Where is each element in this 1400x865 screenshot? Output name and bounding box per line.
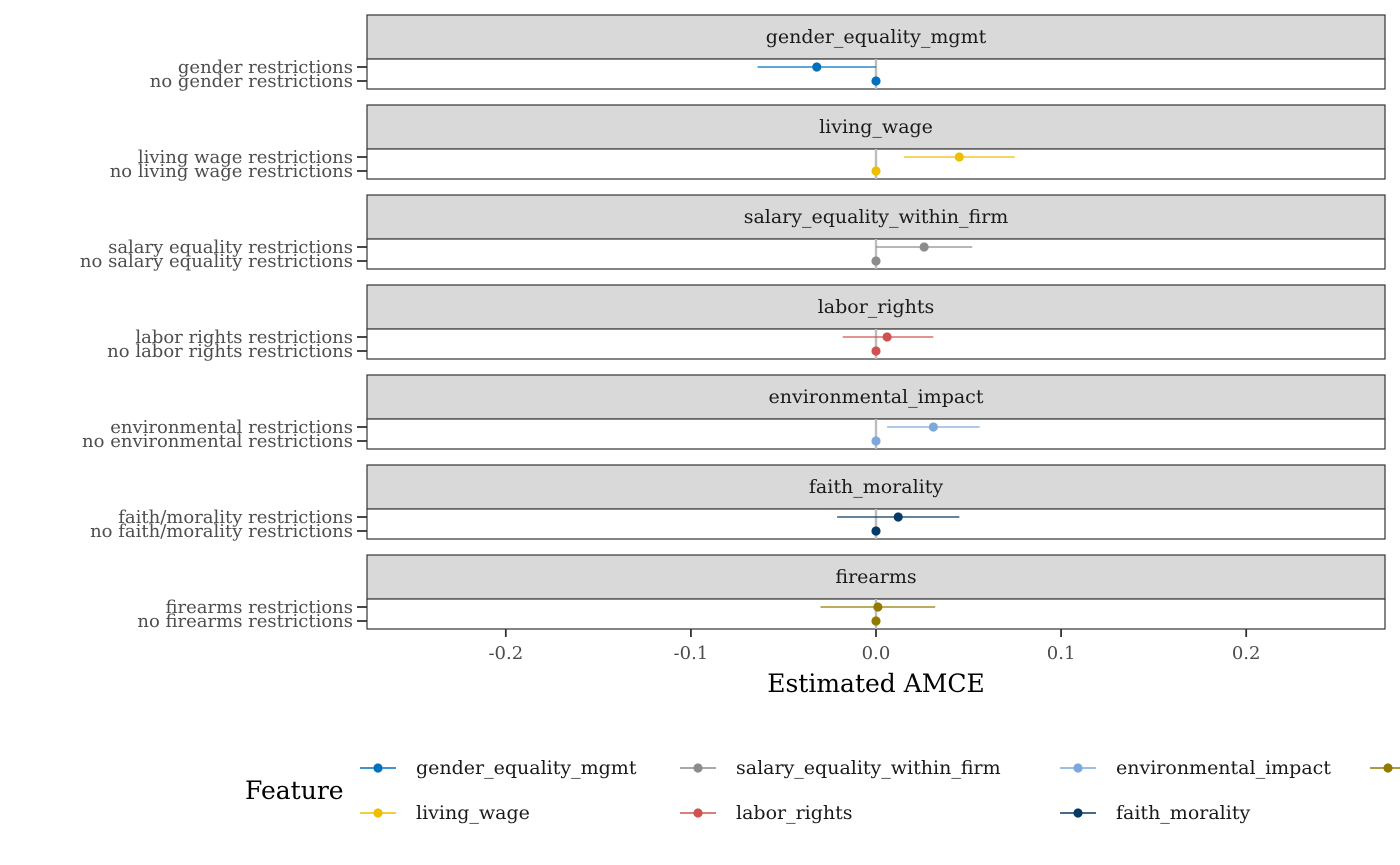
- estimate-point: [873, 602, 883, 612]
- facet-strip: [366, 554, 1386, 600]
- estimate-point: [954, 152, 964, 162]
- x-tick-label: -0.1: [674, 643, 709, 664]
- x-axis: -0.2 -0.1 0.0 0.1 0.2: [488, 629, 1261, 664]
- y-tick-label: faith/morality restrictions: [118, 507, 353, 528]
- facet-strip-label: firearms: [835, 566, 916, 588]
- estimate-point: [882, 332, 892, 342]
- y-tick-label: no gender restrictions: [150, 71, 353, 92]
- legend-label: salary_equality_within_firm: [736, 757, 1001, 779]
- legend-label: faith_morality: [1116, 802, 1250, 824]
- y-tick-label: living wage restrictions: [138, 147, 353, 168]
- legend-key-point: [693, 808, 703, 818]
- y-tick-label: firearms restrictions: [166, 597, 353, 618]
- estimate-point: [871, 166, 881, 176]
- estimate-point: [919, 242, 929, 252]
- legend-entry: faith_morality: [1060, 802, 1250, 824]
- legend-entry: salary_equality_within_firm: [680, 757, 1001, 779]
- legend-key-point: [1073, 763, 1083, 773]
- y-tick-label: no salary equality restrictions: [80, 251, 353, 272]
- facet-environmental-impact: environmental_impact environmental restri…: [82, 374, 1386, 452]
- facet-faith-morality: faith_morality faith/morality restriction…: [90, 464, 1386, 542]
- estimate-point: [871, 436, 881, 446]
- legend: Feature gender_equality_mgmt living_wage s…: [245, 757, 1400, 824]
- facet-strip-label: gender_equality_mgmt: [766, 26, 987, 48]
- y-tick-label: gender restrictions: [178, 57, 353, 78]
- x-tick-label: 0.1: [1047, 643, 1076, 664]
- estimate-point: [812, 62, 822, 72]
- estimate-point: [871, 76, 881, 86]
- legend-entry: [1370, 763, 1400, 773]
- facet-strip: [366, 14, 1386, 60]
- legend-key-point: [1073, 808, 1083, 818]
- y-tick-label: environmental restrictions: [110, 417, 353, 438]
- facet-strip-label: labor_rights: [818, 296, 935, 318]
- y-tick-label: no environmental restrictions: [82, 431, 353, 452]
- legend-key-point: [693, 763, 703, 773]
- y-tick-label: no labor rights restrictions: [107, 341, 353, 362]
- facet-strip: [366, 284, 1386, 330]
- legend-entry: environmental_impact: [1060, 757, 1331, 779]
- facet-strip-label: environmental_impact: [769, 386, 984, 408]
- facet-strip: [366, 104, 1386, 150]
- y-tick-label: no faith/morality restrictions: [90, 521, 353, 542]
- y-tick-label: salary equality restrictions: [108, 237, 353, 258]
- y-tick-label: no firearms restrictions: [137, 611, 353, 632]
- facet-strip-label: living_wage: [819, 116, 933, 138]
- y-tick-label: labor rights restrictions: [135, 327, 353, 348]
- legend-label: environmental_impact: [1116, 757, 1331, 779]
- legend-key-point: [373, 763, 383, 773]
- estimate-point: [871, 346, 881, 356]
- legend-key-point: [373, 808, 383, 818]
- facet-strip: [366, 194, 1386, 240]
- facet-strip-label: faith_morality: [809, 476, 943, 498]
- estimate-point: [928, 422, 938, 432]
- facet-strip-label: salary_equality_within_firm: [744, 206, 1009, 228]
- legend-entry: labor_rights: [680, 802, 853, 824]
- x-tick-label: 0.2: [1232, 643, 1261, 664]
- facet-strip: [366, 464, 1386, 510]
- estimate-point: [871, 256, 881, 266]
- estimate-point: [871, 616, 881, 626]
- x-tick-label: -0.2: [488, 643, 523, 664]
- legend-entry: gender_equality_mgmt: [360, 757, 637, 779]
- estimate-point: [893, 512, 903, 522]
- facet-strip: [366, 374, 1386, 420]
- x-axis-title: Estimated AMCE: [767, 669, 985, 698]
- legend-key-point: [1383, 763, 1393, 773]
- estimate-point: [871, 526, 881, 536]
- legend-label: living_wage: [416, 802, 530, 824]
- legend-label: gender_equality_mgmt: [416, 757, 637, 779]
- y-tick-label: no living wage restrictions: [110, 161, 353, 182]
- legend-entry: living_wage: [360, 802, 530, 824]
- legend-label: labor_rights: [736, 802, 853, 824]
- x-tick-label: 0.0: [862, 643, 891, 664]
- legend-title: Feature: [245, 776, 344, 805]
